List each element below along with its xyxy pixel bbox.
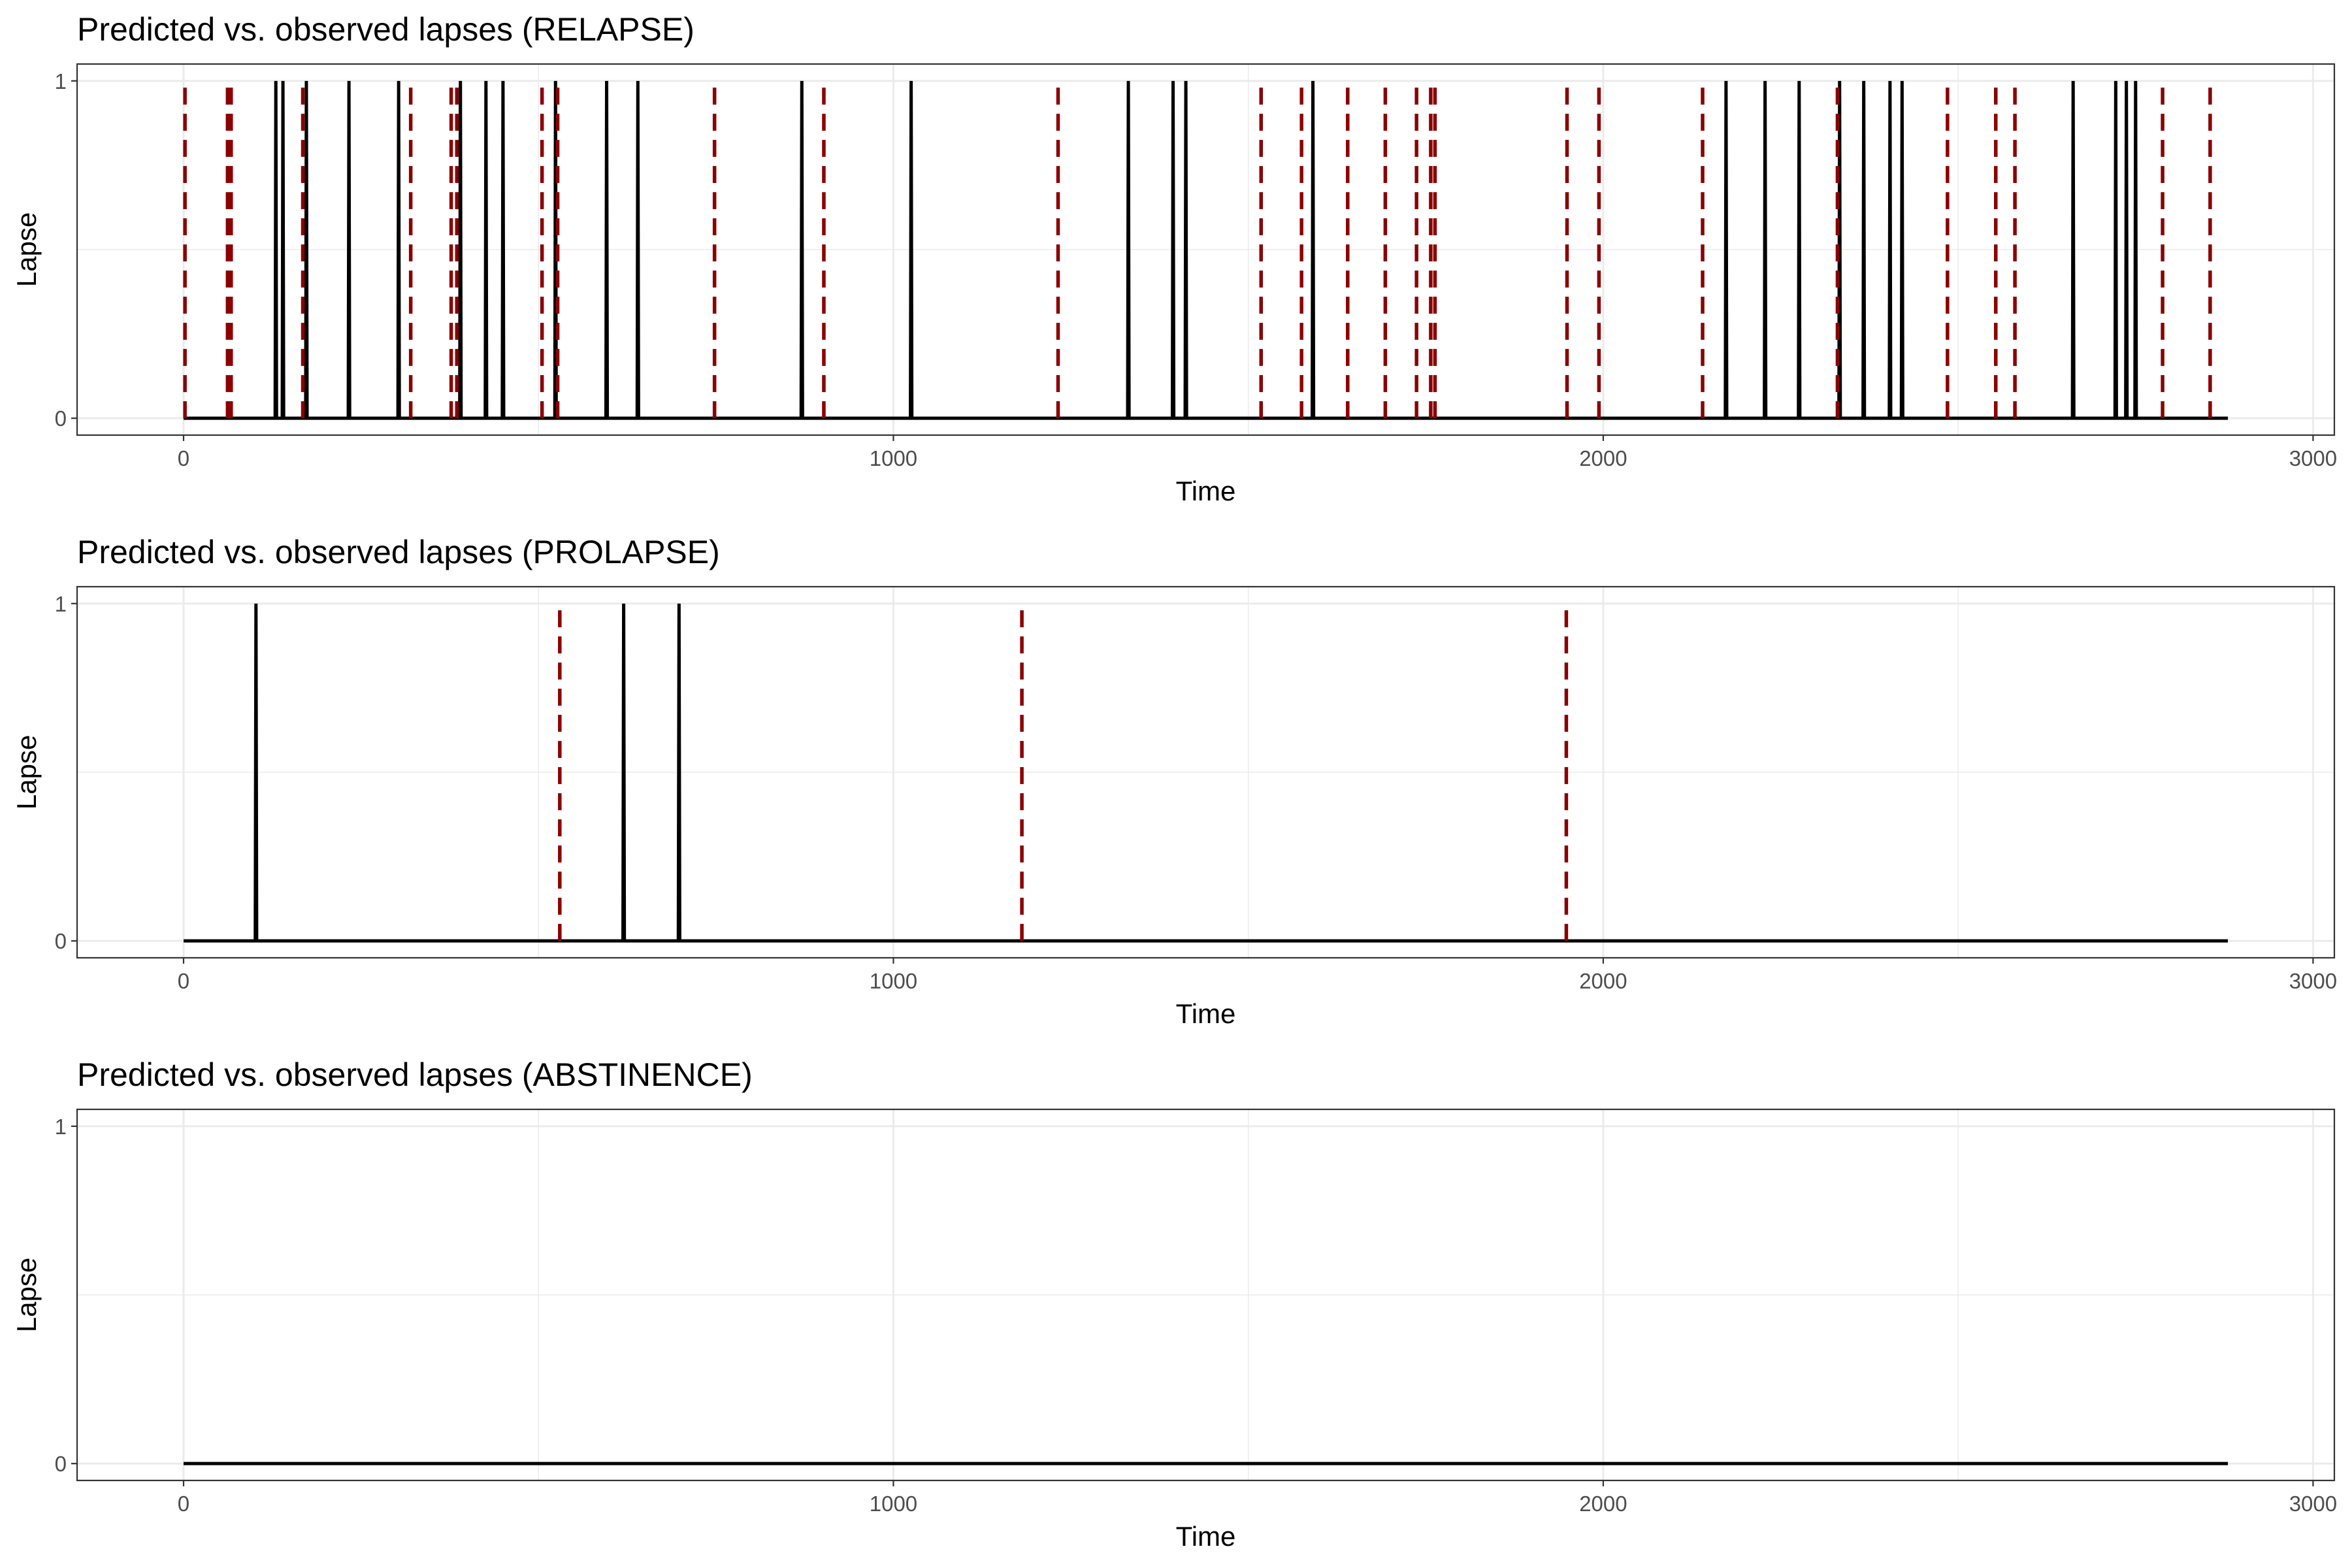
y-tick-label: 0	[55, 929, 67, 953]
chart-title: Predicted vs. observed lapses (RELAPSE)	[77, 11, 694, 48]
x-tick-label: 2000	[1579, 969, 1627, 993]
y-axis-label: Lapse	[11, 212, 42, 287]
observed-lapse-line	[183, 603, 2229, 943]
x-tick-label: 3000	[2289, 969, 2337, 993]
panel-border	[76, 1108, 2336, 1482]
y-tick-label: 0	[55, 406, 67, 431]
x-tick-label: 3000	[2289, 1492, 2337, 1516]
panel-border	[76, 585, 2336, 959]
chart-panel-3: Predicted vs. observed lapses (ABSTINENC…	[11, 1056, 2337, 1552]
y-tick-label: 0	[55, 1452, 67, 1476]
chart-title: Predicted vs. observed lapses (PROLAPSE)	[77, 534, 720, 570]
x-tick-label: 1000	[870, 446, 917, 470]
x-axis-label: Time	[1176, 998, 1236, 1029]
x-axis-label: Time	[1176, 476, 1236, 506]
observed-lapse-line	[183, 80, 2229, 420]
chart-title: Predicted vs. observed lapses (ABSTINENC…	[77, 1056, 753, 1093]
y-axis-label: Lapse	[11, 735, 42, 809]
x-tick-label: 0	[178, 446, 189, 470]
chart-panel-1: Predicted vs. observed lapses (RELAPSE) 0…	[11, 11, 2337, 506]
x-axis-label: Time	[1176, 1521, 1236, 1552]
chart-panel-2: Predicted vs. observed lapses (PROLAPSE)…	[11, 534, 2337, 1029]
x-tick-label: 1000	[870, 969, 917, 993]
x-tick-label: 2000	[1579, 1492, 1627, 1516]
x-tick-label: 2000	[1579, 446, 1627, 470]
y-tick-label: 1	[55, 69, 67, 93]
y-tick-label: 1	[55, 592, 67, 616]
y-axis-label: Lapse	[11, 1258, 42, 1332]
y-tick-label: 1	[55, 1115, 67, 1139]
panel-border	[76, 63, 2336, 436]
x-tick-label: 1000	[870, 1492, 917, 1516]
x-tick-label: 0	[178, 969, 189, 993]
x-tick-label: 3000	[2289, 446, 2337, 470]
x-tick-label: 0	[178, 1492, 189, 1516]
